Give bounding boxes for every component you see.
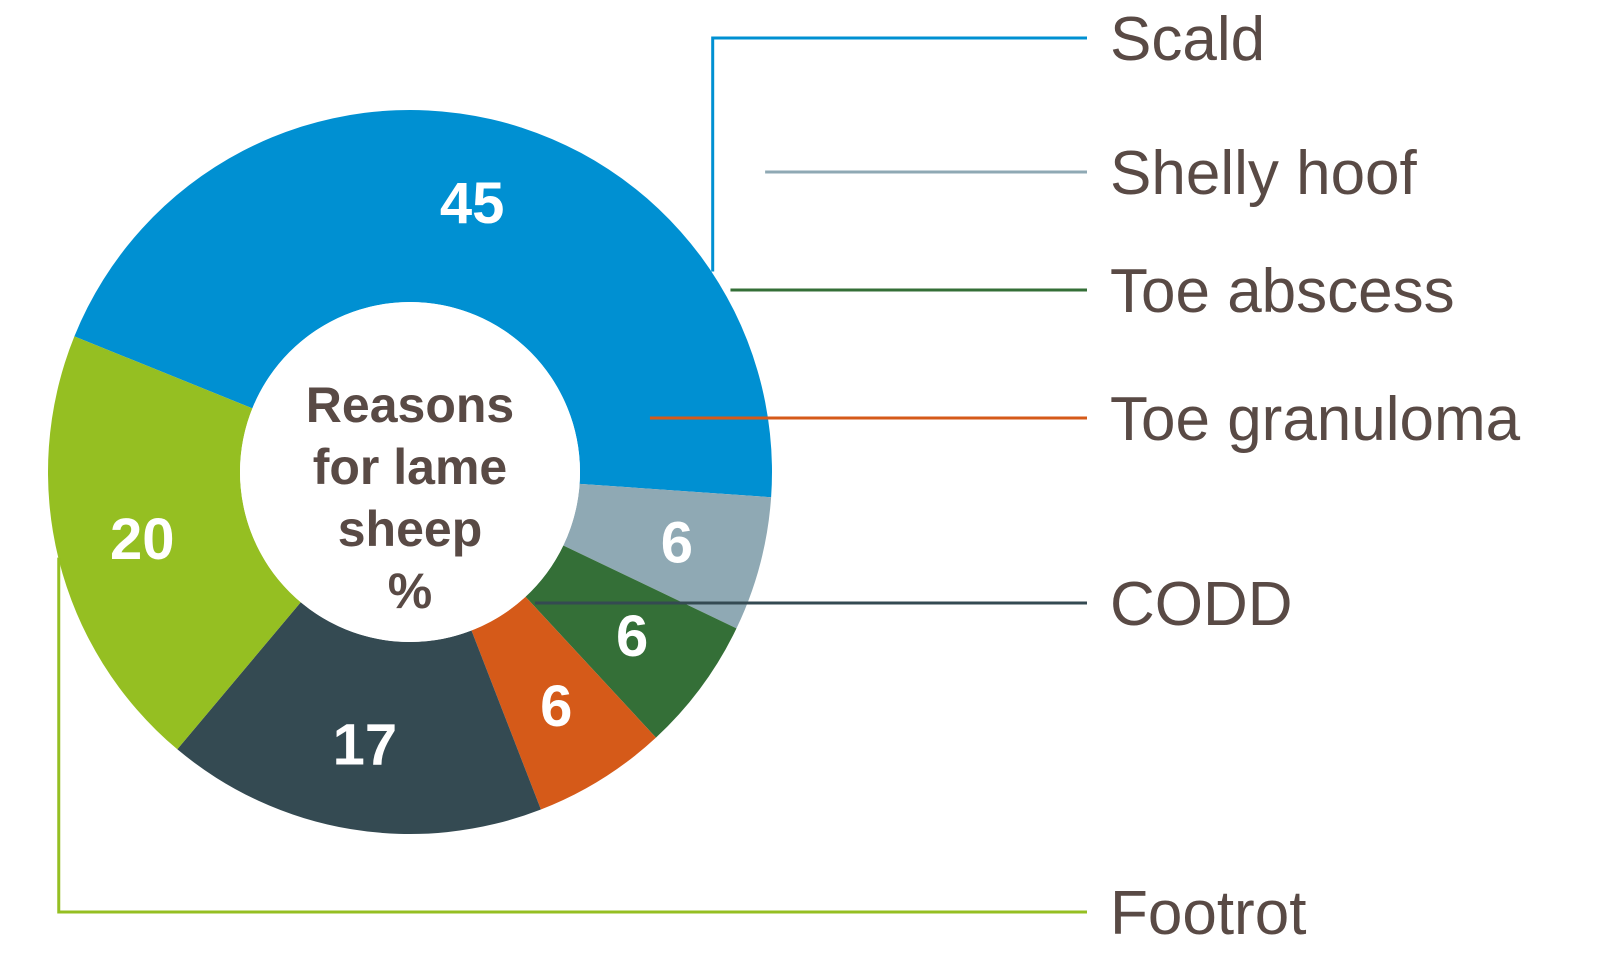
slice-scald — [74, 110, 773, 498]
slice-value-toe-granuloma: 6 — [540, 674, 572, 739]
legend-label-codd: CODD — [1110, 570, 1293, 639]
legend-label-toe-abscess: Toe abscess — [1110, 257, 1455, 326]
center-label-line-4: % — [388, 563, 432, 619]
center-label: Reasons for lame sheep % — [306, 377, 514, 619]
donut-hole — [240, 302, 580, 642]
center-label-line-1: Reasons — [306, 377, 514, 433]
slice-value-codd: 17 — [333, 712, 398, 777]
legend-label-toe-granuloma: Toe granuloma — [1110, 385, 1521, 454]
leader-line-footrot — [57, 557, 1087, 914]
center-label-line-2: for lame — [313, 439, 508, 495]
slice-footrot — [47, 336, 301, 750]
legend: Scald Shelly hoof Toe abscess Toe granuloma… — [1110, 5, 1521, 948]
legend-label-scald: Scald — [1110, 5, 1265, 74]
legend-leader-lines — [57, 36, 1087, 914]
slice-value-toe-abscess: 6 — [616, 604, 648, 669]
leader-line-scald — [711, 36, 1087, 272]
slice-toe-abscess — [525, 545, 737, 738]
slice-value-shelly-hoof: 6 — [661, 511, 693, 576]
legend-label-footrot: Footrot — [1110, 879, 1306, 948]
center-label-line-3: sheep — [338, 501, 483, 557]
slice-value-footrot: 20 — [110, 507, 175, 572]
legend-label-shelly-hoof: Shelly hoof — [1110, 139, 1418, 208]
slice-codd — [177, 602, 541, 835]
slice-value-scald: 45 — [440, 171, 505, 236]
slice-toe-granuloma — [471, 596, 656, 810]
slice-shelly-hoof — [563, 483, 772, 629]
chart-slices — [47, 110, 773, 835]
